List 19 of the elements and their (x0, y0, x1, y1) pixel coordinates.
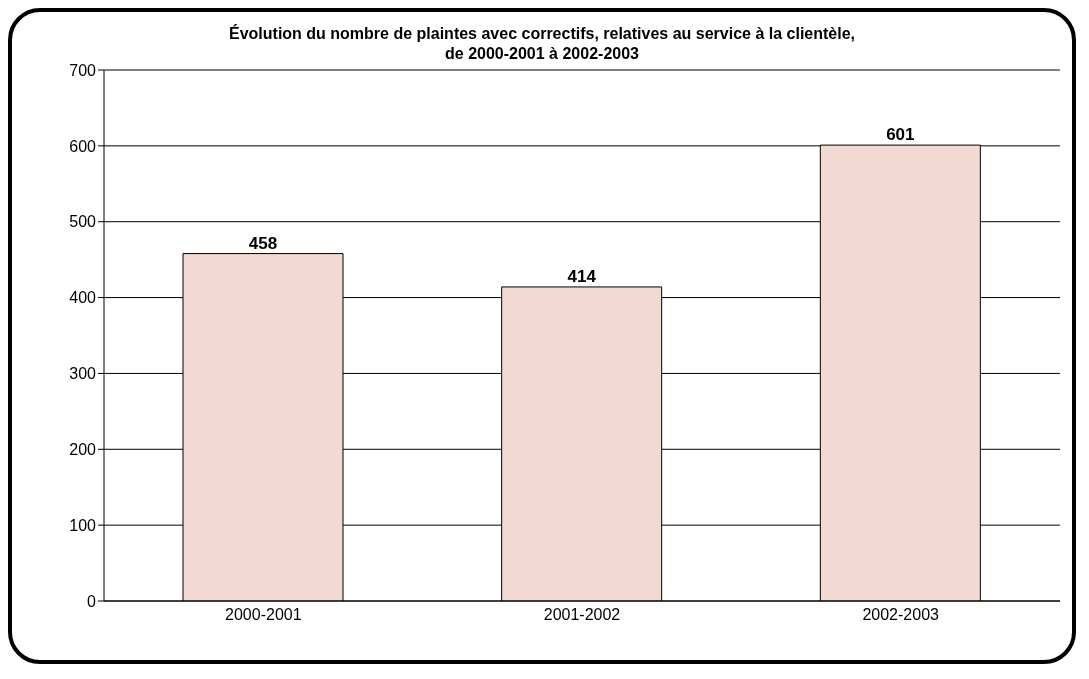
chart-title: Évolution du nombre de plaintes avec correctifs, relatives au service à la clientèle, de 2000-2001 à 2002-2003 (228, 25, 856, 62)
y-tick-label: 0 (87, 592, 97, 610)
x-tick-label: 2001-2002 (543, 606, 621, 624)
bar (819, 144, 981, 601)
x-tick-label: 2002-2003 (862, 606, 940, 624)
data-label: 458 (248, 233, 278, 253)
rounded-frame: Évolution du nombre de plaintes avec correctifs, relatives au service à la clientèle, de 2000-2001 à 2002-2003 2000-2001 2001-2002 2002-2003 0 100 200 300 400 500 600 700 458 414 601 (8, 8, 1076, 664)
x-tick-label: 2000-2001 (225, 606, 302, 624)
y-tick-label: 100 (69, 516, 97, 534)
y-tick-label: 300 (69, 365, 97, 383)
y-tick-label: 500 (69, 213, 97, 231)
y-tick-label: 600 (69, 137, 97, 155)
y-tick-label: 700 (69, 61, 97, 79)
bar (501, 286, 663, 601)
bar (182, 253, 344, 601)
y-tick-label: 200 (69, 440, 97, 458)
data-label: 601 (886, 125, 915, 145)
y-tick-label: 400 (69, 289, 97, 307)
data-label: 414 (567, 266, 597, 286)
